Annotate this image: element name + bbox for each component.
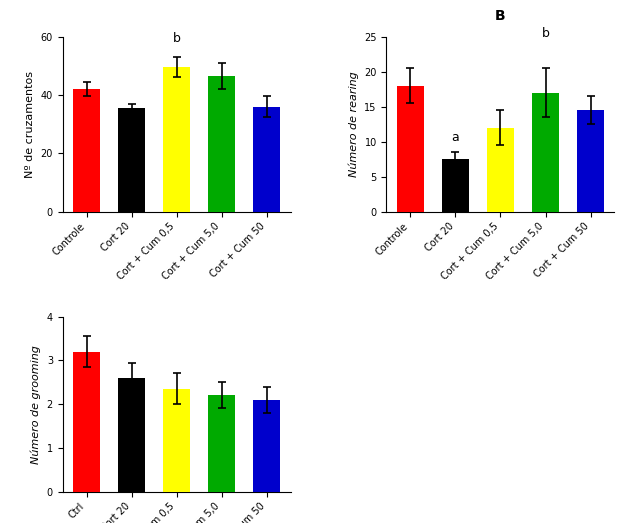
Bar <box>487 128 514 212</box>
Text: b: b <box>173 32 181 46</box>
Bar <box>73 89 100 212</box>
Text: B: B <box>495 8 506 22</box>
Y-axis label: Número de grooming: Número de grooming <box>31 345 41 463</box>
Bar <box>442 159 469 212</box>
Text: a: a <box>451 131 459 144</box>
Bar <box>397 86 424 212</box>
Y-axis label: Número de rearing: Número de rearing <box>348 71 359 177</box>
Bar <box>253 107 280 212</box>
Bar <box>253 400 280 492</box>
Text: b: b <box>542 27 549 40</box>
Bar <box>532 93 559 212</box>
Bar <box>577 110 604 212</box>
Y-axis label: Nº de cruzamentos: Nº de cruzamentos <box>25 71 35 178</box>
Bar <box>163 67 190 212</box>
Bar <box>118 108 145 212</box>
Bar <box>118 378 145 492</box>
Bar <box>208 76 235 212</box>
Bar <box>208 395 235 492</box>
Bar <box>163 389 190 492</box>
Bar <box>73 351 100 492</box>
